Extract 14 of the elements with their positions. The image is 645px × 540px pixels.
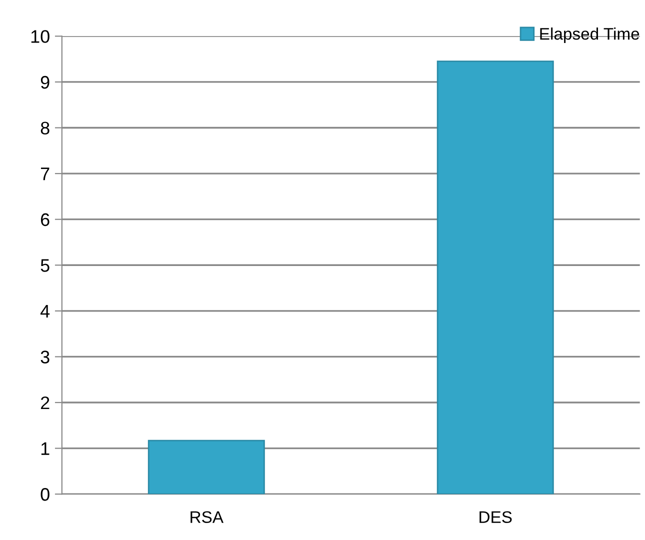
y-tick-label: 8 (40, 122, 50, 134)
y-tick-label: 5 (40, 259, 50, 272)
y-tick-label: 7 (41, 168, 50, 180)
y-tick-label: 9 (40, 76, 50, 89)
x-tick-label: DES (480, 511, 512, 524)
y-tick-label: 2 (40, 396, 50, 410)
y-tick-label: 0 (40, 488, 50, 501)
y-tick-label: 3 (40, 350, 50, 364)
legend-label: Elapsed Time (540, 28, 640, 44)
y-tick-label: 10 (31, 30, 50, 43)
x-tick-label: RSA (190, 511, 224, 524)
y-tick-label: 4 (40, 305, 50, 318)
y-tick-label: 6 (40, 213, 50, 226)
y-tick-label: 1 (41, 442, 50, 455)
